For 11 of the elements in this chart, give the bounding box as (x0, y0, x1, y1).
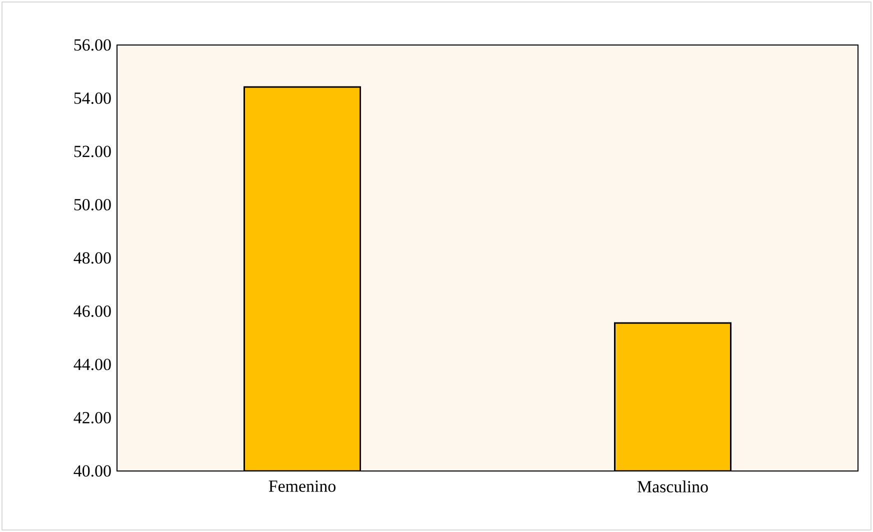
y-tick-label: 52.00 (74, 146, 111, 158)
y-tick-label: 54.00 (74, 92, 111, 104)
y-tick-label: 56.00 (74, 39, 111, 51)
y-tick-label: 50.00 (74, 198, 111, 210)
y-tick-label: 48.00 (74, 252, 111, 264)
y-tick-label: 42.00 (74, 412, 111, 424)
x-tick-label: Femenino (268, 480, 336, 492)
x-tick-label: Masculino (637, 480, 708, 492)
y-tick-label: 44.00 (74, 358, 111, 370)
y-tick-label: 40.00 (74, 465, 111, 477)
y-tick-label: 46.00 (74, 305, 111, 317)
